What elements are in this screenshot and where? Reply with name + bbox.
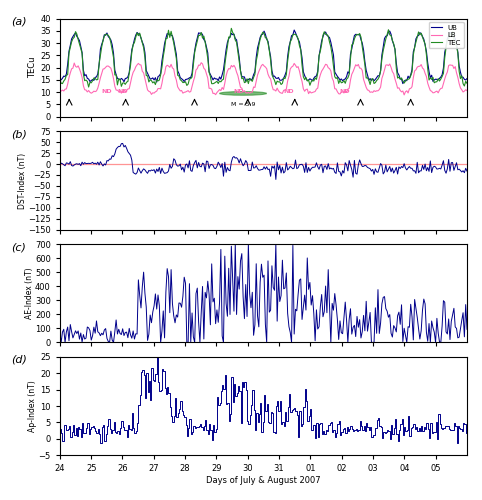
LB — [155, 86, 161, 91]
TEC — [57, 76, 63, 82]
LB — [315, 85, 321, 91]
LB — [79, 74, 85, 80]
LB — [57, 88, 63, 94]
TEC — [316, 53, 322, 59]
UB — [315, 68, 321, 74]
Y-axis label: DST-Index (nT): DST-Index (nT) — [18, 152, 27, 208]
Circle shape — [220, 92, 267, 96]
UB — [464, 76, 470, 82]
LB — [214, 90, 220, 96]
Text: ND: ND — [339, 90, 350, 94]
Line: TEC: TEC — [60, 28, 467, 87]
UB — [400, 80, 406, 86]
TEC — [214, 78, 220, 84]
UB — [155, 74, 161, 80]
LB — [278, 90, 284, 96]
Text: (d): (d) — [11, 355, 27, 365]
Text: ND: ND — [117, 90, 128, 94]
Line: LB: LB — [60, 62, 467, 95]
Legend: UB, LB, TEC: UB, LB, TEC — [428, 22, 464, 48]
UB — [291, 27, 297, 33]
LB — [401, 92, 407, 98]
TEC — [228, 26, 234, 32]
UB — [57, 76, 63, 82]
TEC — [157, 77, 162, 83]
UB — [157, 72, 162, 78]
X-axis label: Days of July & August 2007: Days of July & August 2007 — [206, 476, 321, 485]
Line: UB: UB — [60, 30, 467, 84]
Text: (b): (b) — [11, 130, 27, 140]
Text: (a): (a) — [11, 16, 27, 26]
Y-axis label: Ap-Index (nT): Ap-Index (nT) — [28, 380, 37, 432]
Text: ND: ND — [233, 90, 244, 94]
Text: ND: ND — [102, 90, 112, 94]
UB — [277, 77, 282, 83]
Text: ND: ND — [283, 90, 294, 94]
TEC — [158, 72, 163, 78]
Y-axis label: AE-Index (nT): AE-Index (nT) — [25, 268, 34, 319]
LB — [198, 60, 204, 66]
TEC — [464, 80, 470, 86]
TEC — [280, 80, 285, 86]
UB — [213, 76, 218, 82]
LB — [464, 88, 470, 94]
TEC — [79, 50, 85, 56]
Y-axis label: TECu: TECu — [28, 57, 38, 78]
UB — [79, 50, 85, 56]
TEC — [86, 84, 92, 90]
Text: M = 5.9: M = 5.9 — [231, 102, 255, 106]
LB — [157, 86, 162, 91]
Text: (c): (c) — [11, 242, 26, 252]
